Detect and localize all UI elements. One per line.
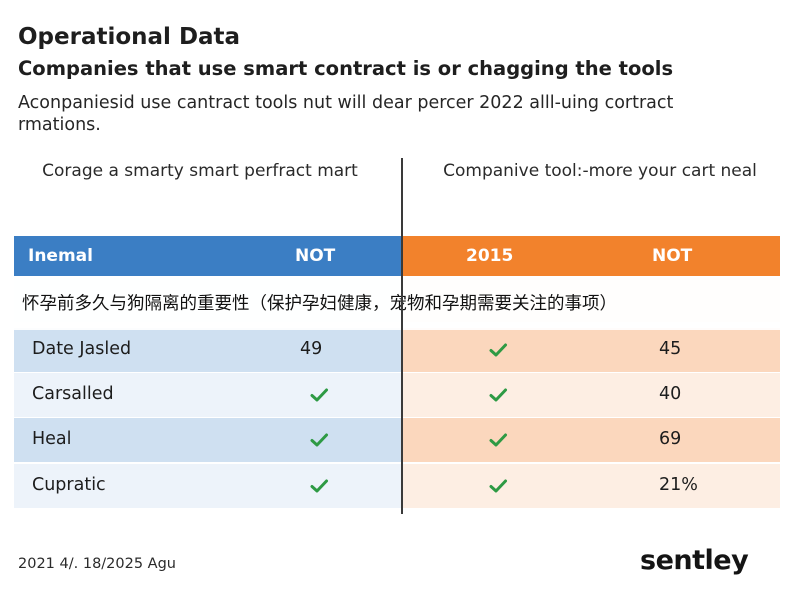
check-icon [487, 475, 509, 497]
table-header-cell-4: NOT [652, 246, 693, 266]
row-value: 69 [659, 429, 682, 449]
check-icon [487, 384, 509, 406]
check-icon [308, 475, 330, 497]
row-label: Date Jasled [32, 339, 132, 359]
right-column-heading: Companive tool:-more your cart neal [443, 161, 757, 181]
check-icon [487, 429, 509, 451]
table-header-cell-2: NOT [295, 246, 336, 266]
row-value: 49 [300, 339, 323, 359]
footer-date: 2021 4/. 18/2025 Agu [18, 556, 176, 572]
left-column-heading: Corage a smarty smart perfract mart [42, 161, 358, 181]
column-divider [401, 158, 403, 514]
row-value: 45 [659, 339, 682, 359]
table-header-left [14, 236, 401, 276]
row-value: 40 [659, 384, 682, 404]
brand-logo: sentley [640, 545, 749, 576]
check-icon [308, 429, 330, 451]
check-icon [308, 384, 330, 406]
overlay-banner [14, 278, 780, 330]
row-label: Heal [32, 429, 72, 449]
table-header-right [403, 236, 780, 276]
page-subtitle: Companies that use smart contract is or … [18, 57, 674, 80]
table-header-cell-1: Inemal [28, 246, 93, 266]
row-value: 21% [659, 475, 698, 495]
row-label: Cupratic [32, 475, 106, 495]
page-description: Aconpaniesid use cantract tools nut will… [18, 93, 674, 135]
check-icon [487, 339, 509, 361]
overlay-banner-text: 怀孕前多久与狗隔离的重要性（保护孕妇健康，宠物和孕期需要关注的事项） [22, 294, 617, 314]
page-title: Operational Data [18, 24, 241, 50]
table-header-cell-3: 2015 [466, 246, 514, 266]
row-label: Carsalled [32, 384, 114, 404]
